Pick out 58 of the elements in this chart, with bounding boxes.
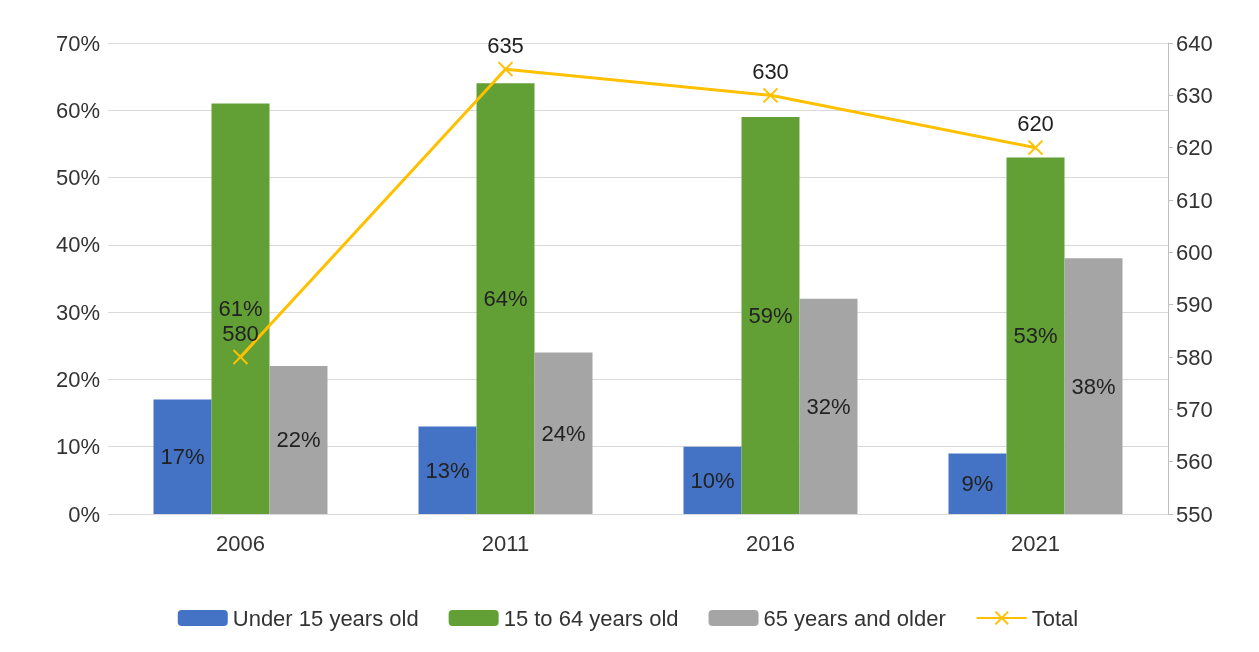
data-label: 59% <box>748 303 793 329</box>
point <box>232 349 249 365</box>
data-label: 635 <box>487 32 524 58</box>
bar <box>683 446 742 514</box>
legend-label: Under 15 years old <box>232 605 419 631</box>
point <box>497 61 514 78</box>
x-tick-label: 2011 <box>481 530 530 556</box>
y2-tick-label: 620 <box>1176 135 1213 161</box>
data-label: 24% <box>541 420 586 446</box>
y-tick-label: 70% <box>55 30 100 56</box>
data-label: 13% <box>425 457 470 483</box>
legend-label: Total <box>1031 605 1079 631</box>
bar <box>153 399 212 514</box>
data-label: 620 <box>1017 111 1054 137</box>
bar <box>1064 258 1123 514</box>
data-label: 22% <box>276 427 321 453</box>
y2-tick-label: 630 <box>1176 82 1213 108</box>
y-tick-label: 40% <box>55 232 100 258</box>
bar <box>741 117 800 514</box>
y2-tick-label: 570 <box>1176 396 1213 422</box>
y2-tick-label: 590 <box>1176 292 1213 318</box>
bar <box>1006 157 1065 514</box>
point <box>1027 139 1044 156</box>
data-label: 32% <box>806 393 851 419</box>
bar <box>534 352 593 514</box>
legend-label: 15 to 64 years old <box>503 605 679 631</box>
x-tick-label: 2021 <box>1011 530 1060 556</box>
legend-label: 65 years and older <box>763 605 946 631</box>
data-label: 9% <box>961 471 994 497</box>
bar <box>948 453 1007 514</box>
y2-tick-label: 640 <box>1176 30 1213 56</box>
x-tick-label: 2016 <box>746 530 795 556</box>
point <box>762 87 779 104</box>
x-tick-label: 2006 <box>216 530 265 556</box>
bar <box>418 426 477 514</box>
y2-tick-label: 600 <box>1176 239 1213 265</box>
y-tick-label: 50% <box>55 165 100 191</box>
y2-tick-label: 560 <box>1176 449 1213 475</box>
data-label: 53% <box>1013 323 1058 349</box>
y2-tick-label: 610 <box>1176 187 1213 213</box>
y2-tick-label: 580 <box>1176 344 1213 370</box>
data-label: 38% <box>1071 373 1116 399</box>
data-label: 61% <box>218 296 263 322</box>
bar <box>269 365 328 514</box>
y2-tick-label: 550 <box>1176 501 1213 527</box>
bar <box>476 83 535 514</box>
bar <box>211 103 270 514</box>
data-label: 64% <box>483 286 528 312</box>
y-tick-label: 30% <box>55 299 100 325</box>
y-tick-label: 60% <box>55 97 100 123</box>
data-label: 17% <box>160 444 205 470</box>
data-label: 630 <box>752 58 789 84</box>
data-label: 10% <box>690 467 735 493</box>
y-tick-label: 10% <box>55 434 100 460</box>
bar <box>799 298 858 514</box>
data-label: 580 <box>222 320 259 346</box>
y-tick-label: 0% <box>68 501 100 527</box>
y-tick-label: 20% <box>55 366 100 392</box>
